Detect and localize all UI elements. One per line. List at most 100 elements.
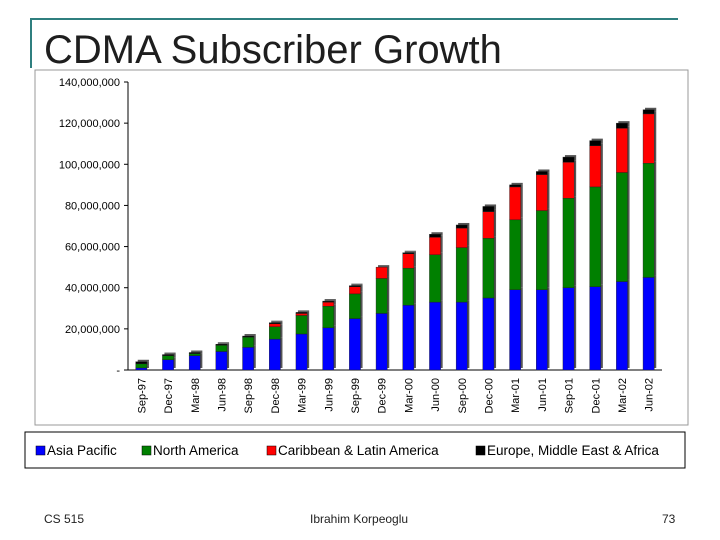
bar-segment <box>135 367 148 371</box>
footer-page-number: 73 <box>662 512 676 526</box>
bar-segment <box>322 306 335 329</box>
bar-segment <box>269 322 281 324</box>
bar-segment <box>482 297 495 371</box>
bar-segment <box>295 333 308 371</box>
bar-segment <box>215 345 228 352</box>
bar-segment <box>589 186 602 287</box>
x-tick-label: Sep-99 <box>350 378 362 413</box>
bar-segment <box>375 313 388 371</box>
bar-segment <box>429 237 441 255</box>
bar-segment <box>509 219 521 290</box>
legend-swatch <box>35 445 46 456</box>
bar-segment <box>135 363 148 369</box>
legend-swatch <box>141 445 152 456</box>
title-frame-top-line <box>30 18 678 20</box>
slide-title: CDMA Subscriber Growth <box>44 28 502 72</box>
bar-segment <box>616 122 628 129</box>
x-tick-label: Mar-02 <box>617 378 629 413</box>
bar-segment <box>402 252 415 254</box>
y-tick-label: 40,000,000 <box>65 283 120 295</box>
bar-shadow <box>511 182 523 185</box>
bar-segment <box>269 326 281 340</box>
bar-segment <box>562 162 575 199</box>
bar-segment <box>349 293 361 319</box>
x-tick-label: Jun-99 <box>323 378 335 412</box>
bar-segment <box>135 361 148 365</box>
bar-segment <box>295 313 308 316</box>
y-tick-label: 80,000,000 <box>65 200 120 212</box>
bar-segment <box>455 301 468 371</box>
bar-segment <box>349 286 361 295</box>
bar-segment <box>402 267 415 306</box>
x-tick-label: Sep-97 <box>136 378 148 413</box>
footer-course: CS 515 <box>44 512 85 526</box>
x-tick-label: Jun-98 <box>216 378 228 412</box>
bar-segment <box>215 344 228 346</box>
bar-segment <box>375 266 388 279</box>
bar-shadow <box>217 342 230 344</box>
x-tick-label: Jun-00 <box>430 378 442 412</box>
title-frame-left-line <box>30 18 32 68</box>
bar-segment <box>455 224 468 229</box>
y-tick-label: - <box>116 365 120 377</box>
bar-segment <box>509 289 521 371</box>
bar-segment <box>536 289 548 371</box>
bar-segment <box>589 286 602 371</box>
bar-shadow <box>191 350 203 352</box>
x-tick-label: Mar-00 <box>403 378 415 413</box>
x-tick-label: Sep-98 <box>243 378 255 413</box>
bar-segment <box>322 300 335 303</box>
legend-label: Caribbean & Latin America <box>278 443 439 458</box>
bar-shadow <box>351 283 363 285</box>
bar-shadow <box>538 169 550 173</box>
bar-segment <box>429 301 441 371</box>
bar-segment <box>482 211 495 239</box>
bar-segment <box>455 247 468 303</box>
bar-shadow <box>297 310 310 312</box>
x-tick-label: Mar-98 <box>190 378 202 413</box>
bar-segment <box>562 287 575 371</box>
bar-segment <box>429 234 441 238</box>
x-tick-label: Jun-01 <box>537 378 549 412</box>
y-tick-label: 20,000,000 <box>65 324 120 336</box>
bar-segment <box>269 338 281 371</box>
x-tick-label: Dec-97 <box>163 378 175 413</box>
bar-segment <box>322 327 335 371</box>
bar-segment <box>616 128 628 173</box>
bar-segment <box>375 278 388 314</box>
x-tick-label: Mar-99 <box>297 378 309 413</box>
x-tick-label: Dec-01 <box>590 378 602 413</box>
bar-segment <box>162 354 174 356</box>
bar-segment <box>536 210 548 290</box>
bar-segment <box>322 301 335 307</box>
bar-segment <box>509 184 521 188</box>
bar-segment <box>562 198 575 288</box>
bar-segment <box>482 206 495 212</box>
bar-segment <box>215 351 228 371</box>
x-tick-label: Dec-98 <box>270 378 282 413</box>
x-tick-label: Jun-02 <box>644 378 656 412</box>
legend-label: Asia Pacific <box>47 443 117 458</box>
bar-segment <box>562 156 575 163</box>
bar-segment <box>269 323 281 328</box>
bar-segment <box>642 113 655 164</box>
bar-shadow <box>404 250 416 252</box>
bar-segment <box>509 186 521 221</box>
x-tick-label: Mar-01 <box>510 378 522 413</box>
bar-segment <box>402 305 415 371</box>
bar-segment <box>402 253 415 269</box>
x-tick-label: Dec-99 <box>377 378 389 413</box>
bar-segment <box>242 336 254 348</box>
stacked-bar-chart: 140,000,000 120,000,000 100,000,000 80,000,… <box>24 69 689 469</box>
y-tick-label: 120,000,000 <box>59 118 120 130</box>
bar-segment <box>642 163 655 278</box>
bar-segment <box>349 318 361 371</box>
legend-box <box>24 431 686 469</box>
bar-segment <box>349 285 361 287</box>
bar-shadow <box>324 299 336 301</box>
bar-segment <box>295 315 308 335</box>
bar-shadow <box>244 334 256 336</box>
bar-segment <box>616 281 628 371</box>
bar-segment <box>589 145 602 188</box>
bar-segment <box>536 171 548 175</box>
